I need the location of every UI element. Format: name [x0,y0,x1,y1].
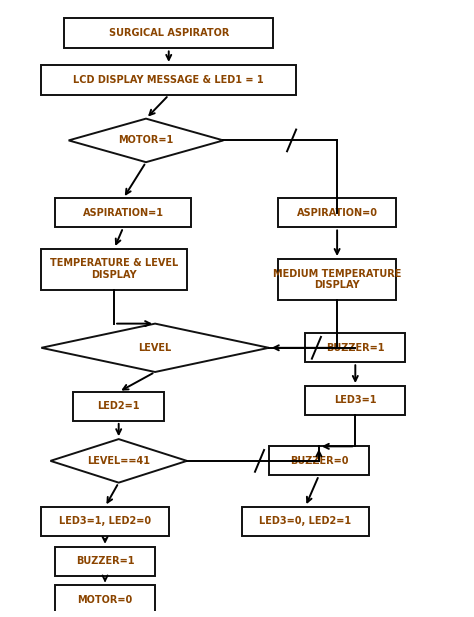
Text: LED3=1: LED3=1 [334,395,376,405]
Text: BUZZER=1: BUZZER=1 [326,343,384,353]
Text: LEVEL==41: LEVEL==41 [87,456,150,466]
Text: SURGICAL ASPIRATOR: SURGICAL ASPIRATOR [109,28,229,38]
Text: LCD DISPLAY MESSAGE & LED1 = 1: LCD DISPLAY MESSAGE & LED1 = 1 [73,75,264,85]
Text: LEVEL: LEVEL [138,343,172,353]
Polygon shape [41,323,269,372]
FancyBboxPatch shape [278,259,396,300]
FancyBboxPatch shape [64,19,273,49]
FancyBboxPatch shape [242,507,369,536]
Text: LED3=1, LED2=0: LED3=1, LED2=0 [59,516,151,526]
Text: ASPIRATION=0: ASPIRATION=0 [297,208,378,218]
FancyBboxPatch shape [55,199,191,228]
FancyBboxPatch shape [305,333,405,362]
Text: BUZZER=0: BUZZER=0 [290,456,348,466]
FancyBboxPatch shape [41,507,169,536]
FancyBboxPatch shape [41,249,187,290]
FancyBboxPatch shape [73,392,164,421]
Text: TEMPERATURE & LEVEL
DISPLAY: TEMPERATURE & LEVEL DISPLAY [50,259,178,280]
FancyBboxPatch shape [55,586,155,615]
FancyBboxPatch shape [41,65,296,95]
FancyBboxPatch shape [278,199,396,228]
Text: MOTOR=1: MOTOR=1 [118,135,173,146]
Polygon shape [50,439,187,482]
Text: LED2=1: LED2=1 [98,402,140,412]
Text: MEDIUM TEMPERATURE
DISPLAY: MEDIUM TEMPERATURE DISPLAY [273,268,401,290]
FancyBboxPatch shape [55,547,155,576]
FancyBboxPatch shape [269,446,369,475]
Text: MOTOR=0: MOTOR=0 [77,595,133,605]
Text: BUZZER=1: BUZZER=1 [76,557,134,566]
FancyBboxPatch shape [305,386,405,415]
Text: ASPIRATION=1: ASPIRATION=1 [83,208,164,218]
Text: LED3=0, LED2=1: LED3=0, LED2=1 [259,516,351,526]
Polygon shape [69,118,223,162]
